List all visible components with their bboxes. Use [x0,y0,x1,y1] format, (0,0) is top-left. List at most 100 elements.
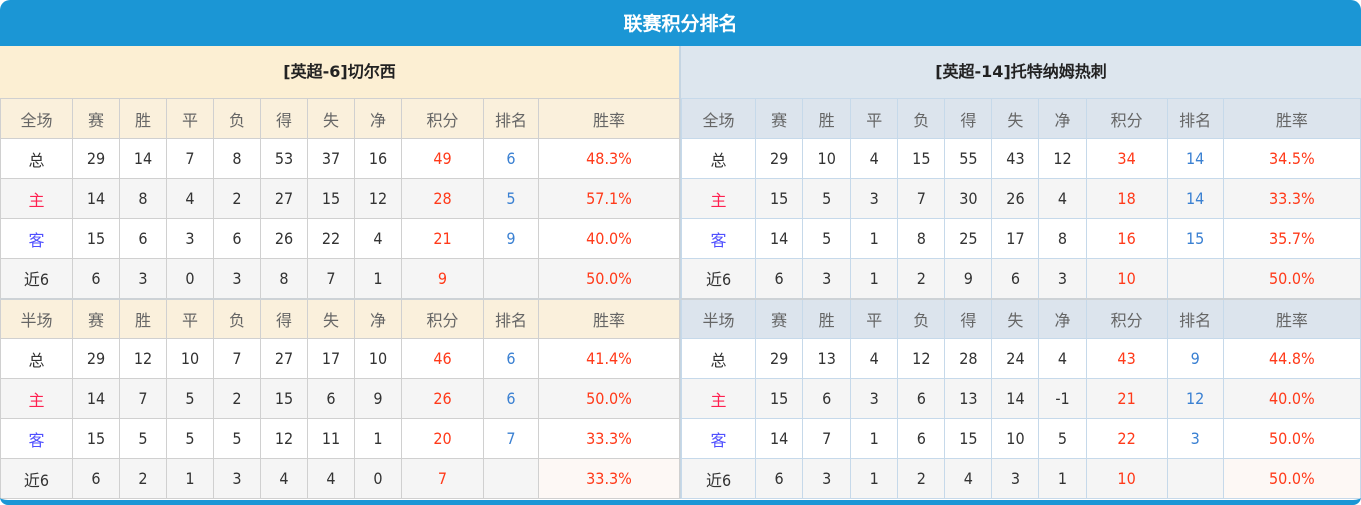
table-cell: 50.0% [538,378,680,419]
column-header: 胜 [802,297,852,339]
table-cell: 4 [260,458,308,499]
table-cell [1166,458,1224,499]
table-cell: 4 [944,458,993,499]
table-cell: 14 [1166,178,1224,219]
table-cell [483,458,539,499]
table-cell: 1 [1038,458,1087,499]
column-header: 赛 [755,98,804,139]
table-cell: 0 [354,458,402,499]
table-cell: 43 [1085,338,1168,379]
table-cell: 8 [119,178,167,219]
table-cell: 28 [401,178,484,219]
table-cell: 14 [72,178,120,219]
table-cell: 15 [897,138,946,179]
table-cell: 14 [119,138,167,179]
row-label: 主 [0,378,73,419]
column-header: 失 [307,98,355,139]
table-row: 客 14 7 1 6 15 10 5 22 3 50.0% [680,418,1361,459]
column-header: 净 [1038,98,1087,139]
table-cell: 1 [850,458,899,499]
table-cell: 7 [166,138,214,179]
table-cell: 40.0% [1222,378,1361,419]
table-cell: 17 [307,338,355,379]
half-header-row: 半场赛胜平负得失净积分 排名 胜率 [680,297,1361,339]
standings-table: 全场赛胜平负得失净积分 排名 胜率总 29 10 4 15 55 43 12 34 14 34.5% 主 1… [680,98,1361,499]
column-header: 平 [166,98,214,139]
table-cell: 15 [72,218,120,259]
table-cell: 8 [1038,218,1087,259]
table-cell: 12 [1038,138,1087,179]
table-row: 总 29 12 10 7 27 17 10 46 6 41.4% [0,338,680,379]
table-cell: 16 [1085,218,1168,259]
table-cell: 29 [72,338,120,379]
table-cell: 2 [897,458,946,499]
table-cell: 34 [1085,138,1168,179]
row-label: 近6 [680,258,757,299]
table-cell: 15 [755,378,804,419]
home-team-panel: [英超-6]切尔西 全场赛胜平负得失净积分 排名 胜率总 29 14 7 8 53 37 16 49 6… [0,46,681,499]
table-cell: 4 [1038,338,1087,379]
column-header: 净 [1038,297,1087,339]
table-cell: 50.0% [538,258,680,299]
table-cell: 2 [897,258,946,299]
table-cell: 13 [944,378,993,419]
column-header: 平 [166,297,214,339]
column-header: 得 [944,98,993,139]
column-header: 排名 [1166,297,1224,339]
table-cell: 34.5% [1222,138,1361,179]
column-header: 胜 [802,98,852,139]
table-cell: 2 [213,178,261,219]
table-cell: 41.4% [538,338,680,379]
table-cell: 9 [1166,338,1224,379]
column-header: 胜率 [1222,297,1361,339]
table-cell: 4 [354,218,402,259]
row-label: 近6 [680,458,757,499]
row-label: 主 [0,178,73,219]
table-cell: 28 [944,338,993,379]
column-header: 积分 [1085,98,1168,139]
table-cell: 15 [944,418,993,459]
table-cell: 3 [991,458,1040,499]
column-header: 得 [260,297,308,339]
table-cell: 1 [850,218,899,259]
table-cell: 3 [850,178,899,219]
table-cell: 57.1% [538,178,680,219]
standings-table: 全场赛胜平负得失净积分 排名 胜率总 29 14 7 8 53 37 16 49 6 48.3% 主 14 8… [0,98,680,499]
table-cell: 40.0% [538,218,680,259]
table-cell: 12 [354,178,402,219]
column-header: 胜率 [1222,98,1361,139]
table-cell: 9 [483,218,539,259]
table-cell: 22 [307,218,355,259]
table-cell: 50.0% [1222,418,1361,459]
table-cell: 6 [213,218,261,259]
column-header: 负 [897,297,946,339]
table-cell: 50.0% [1222,258,1361,299]
table-cell: 44.8% [1222,338,1361,379]
row-label: 客 [680,418,757,459]
column-header: 平 [850,297,899,339]
table-cell: 3 [802,458,852,499]
column-header: 胜 [119,297,167,339]
table-cell: 3 [850,378,899,419]
table-cell: 5 [166,378,214,419]
table-cell: 3 [802,258,852,299]
column-header: 赛 [72,297,120,339]
table-cell: 13 [802,338,852,379]
table-cell: -1 [1038,378,1087,419]
table-row: 总 29 14 7 8 53 37 16 49 6 48.3% [0,138,680,179]
table-cell: 2 [119,458,167,499]
table-cell: 29 [755,138,804,179]
column-header: 净 [354,98,402,139]
table-row: 近6 6 2 1 3 4 4 0 7 33.3% [0,458,680,499]
column-header: 净 [354,297,402,339]
table-cell: 5 [1038,418,1087,459]
table-cell: 10 [1085,258,1168,299]
table-cell: 50.0% [1222,458,1361,499]
table-row: 主 14 8 4 2 27 15 12 28 5 57.1% [0,178,680,219]
table-cell: 33.3% [538,418,680,459]
table-cell: 7 [802,418,852,459]
table-cell: 1 [166,458,214,499]
table-cell: 4 [307,458,355,499]
row-label: 总 [0,338,73,379]
